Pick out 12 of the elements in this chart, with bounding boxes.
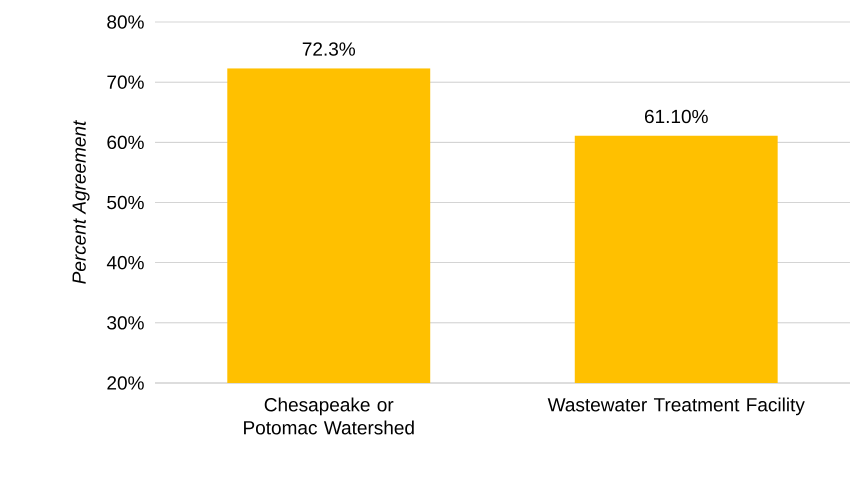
y-tick-label: 50% [107,196,144,210]
y-tick-label: 70% [107,75,144,89]
y-tick-label: 20% [107,376,144,390]
x-tick-label: Wastewater Treatment Facility [548,398,805,416]
y-tick-label: 80% [107,15,144,29]
y-tick-label: 30% [107,316,144,330]
x-tick-label: Chesapeake or Potomac Watershed [244,398,414,434]
data-label: 61.10% [644,110,708,124]
y-tick-label: 60% [107,136,144,150]
y-axis-title: Percent Agreement [72,120,90,284]
y-tick-label: 40% [106,256,144,270]
data-label: 72.3% [302,42,356,56]
